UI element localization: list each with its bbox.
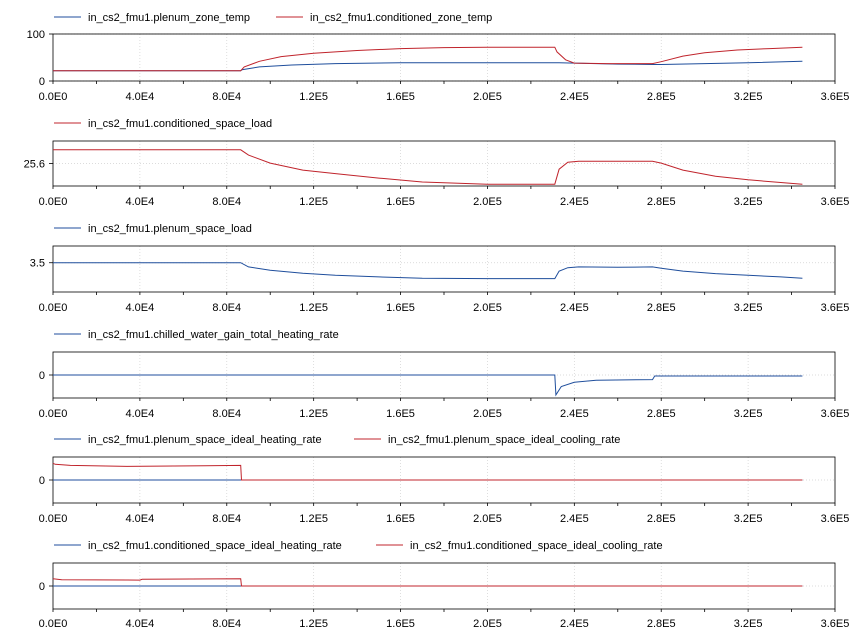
series-line-2 [52,462,803,481]
x-tick-label: 1.6E5 [386,513,415,525]
x-tick-label: 2.0E5 [473,513,502,525]
x-tick-label: 2.0E5 [473,91,502,103]
x-tick-label: 0.0E0 [39,302,68,314]
x-tick-label: 2.8E5 [647,618,676,630]
x-tick-label: 2.0E5 [473,196,502,208]
x-tick-label: 2.0E5 [473,302,502,314]
legend-label: in_cs2_fmu1.chilled_water_gain_total_hea… [88,329,339,341]
x-tick-label: 1.2E5 [299,408,328,420]
legend-label: in_cs2_fmu1.conditioned_space_load [88,118,272,130]
x-tick-label: 1.2E5 [299,302,328,314]
x-tick-label: 2.8E5 [647,196,676,208]
x-tick-label: 0.0E0 [39,618,68,630]
x-tick-label: 2.4E5 [560,196,589,208]
x-tick-label: 2.4E5 [560,618,589,630]
legend-label: in_cs2_fmu1.plenum_space_load [88,223,252,235]
chart-panel-5: 0.0E0 4.0E4 8.0E4 1.2E5 1.6E5 2.0E5 2.4E5 2.8E5… [39,434,850,525]
y-tick-label: 0 [39,475,45,487]
x-tick-label: 1.2E5 [299,196,328,208]
y-tick-label: 0 [39,370,45,382]
chart-panel-1: 0.0E0 4.0E4 8.0E4 1.2E5 1.6E5 2.0E5 2.4E5 2.8E5… [27,12,850,103]
y-tick-label: 100 [27,29,45,41]
x-tick-label: 1.6E5 [386,91,415,103]
x-tick-label: 0.0E0 [39,513,68,525]
series-line-2 [52,578,803,587]
x-tick-label: 8.0E4 [212,302,241,314]
chart-panel-3: 0.0E0 4.0E4 8.0E4 1.2E5 1.6E5 2.0E5 2.4E5 2.8E5… [30,223,850,314]
y-tick-label: 0 [39,76,45,88]
x-tick-label: 3.6E5 [821,618,850,630]
x-tick-label: 3.6E5 [821,408,850,420]
series-line-1 [53,60,803,72]
x-tick-label: 3.6E5 [821,196,850,208]
x-tick-label: 2.4E5 [560,91,589,103]
plot-frame [52,245,836,293]
x-tick-label: 0.0E0 [39,408,68,420]
chart-panel-4: 0.0E0 4.0E4 8.0E4 1.2E5 1.6E5 2.0E5 2.4E5 2.8E5… [39,329,850,420]
x-tick-label: 3.2E5 [734,618,763,630]
x-tick-label: 4.0E4 [126,513,155,525]
legend-label: in_cs2_fmu1.conditioned_space_ideal_cool… [410,540,663,552]
y-tick-label: 3.5 [30,258,45,270]
x-tick-label: 8.0E4 [212,91,241,103]
x-tick-label: 3.2E5 [734,513,763,525]
x-tick-label: 3.6E5 [821,91,850,103]
x-tick-label: 1.6E5 [386,302,415,314]
x-tick-label: 4.0E4 [126,408,155,420]
x-tick-label: 4.0E4 [126,618,155,630]
legend-label: in_cs2_fmu1.conditioned_space_ideal_heat… [88,540,342,552]
x-tick-label: 8.0E4 [212,618,241,630]
x-tick-label: 8.0E4 [212,196,241,208]
x-tick-label: 2.8E5 [647,408,676,420]
x-tick-label: 1.2E5 [299,91,328,103]
chart-panel-2: 0.0E0 4.0E4 8.0E4 1.2E5 1.6E5 2.0E5 2.4E5 2.8E5… [24,118,850,208]
x-tick-label: 3.2E5 [734,408,763,420]
x-tick-label: 1.6E5 [386,196,415,208]
x-tick-label: 2.8E5 [647,302,676,314]
series-line-2 [53,46,803,72]
x-tick-label: 4.0E4 [126,302,155,314]
series-line-1 [53,262,803,280]
x-tick-label: 1.6E5 [386,408,415,420]
x-tick-label: 3.2E5 [734,91,763,103]
legend-label: in_cs2_fmu1.conditioned_zone_temp [310,12,492,24]
x-tick-label: 2.0E5 [473,408,502,420]
legend-label: in_cs2_fmu1.plenum_zone_temp [88,12,250,24]
series-line-1 [53,149,803,185]
legend-label: in_cs2_fmu1.plenum_space_ideal_heating_r… [88,434,322,446]
y-tick-label: 0 [39,581,45,593]
x-tick-label: 3.6E5 [821,513,850,525]
x-tick-label: 3.6E5 [821,302,850,314]
x-tick-label: 0.0E0 [39,196,68,208]
x-tick-label: 2.8E5 [647,513,676,525]
chart-panel-6: 0.0E0 4.0E4 8.0E4 1.2E5 1.6E5 2.0E5 2.4E5 2.8E5… [39,540,850,630]
x-tick-label: 2.0E5 [473,618,502,630]
x-tick-label: 3.2E5 [734,302,763,314]
x-tick-label: 8.0E4 [212,408,241,420]
x-tick-label: 1.2E5 [299,513,328,525]
x-tick-label: 3.2E5 [734,196,763,208]
x-tick-label: 2.8E5 [647,91,676,103]
x-tick-label: 2.4E5 [560,408,589,420]
series-line-1 [53,374,803,397]
x-tick-label: 2.4E5 [560,513,589,525]
x-tick-label: 1.2E5 [299,618,328,630]
x-tick-label: 8.0E4 [212,513,241,525]
plot-frame [52,33,836,82]
x-tick-label: 2.4E5 [560,302,589,314]
y-tick-label: 25.6 [24,158,45,170]
x-tick-label: 1.6E5 [386,618,415,630]
x-tick-label: 4.0E4 [126,91,155,103]
legend-label: in_cs2_fmu1.plenum_space_ideal_cooling_r… [388,434,620,446]
x-tick-label: 0.0E0 [39,91,68,103]
x-tick-label: 4.0E4 [126,196,155,208]
